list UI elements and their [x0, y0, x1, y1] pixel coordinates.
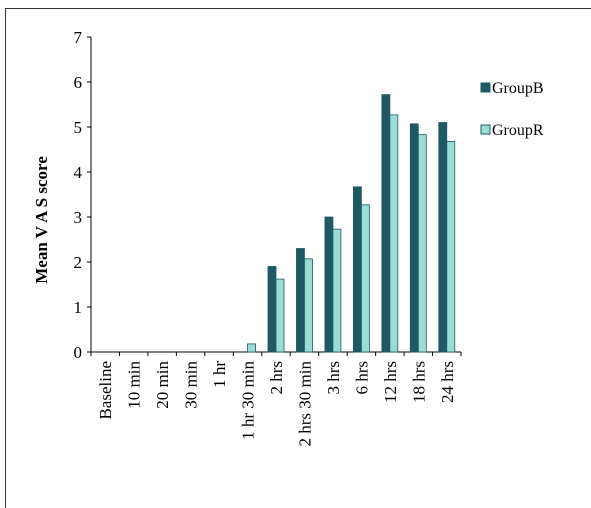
- x-tick-label: 2 hrs 30 min: [295, 361, 314, 447]
- y-tick-label: 5: [74, 118, 83, 137]
- y-tick-label: 3: [74, 208, 83, 227]
- x-tick-label: 18 hrs: [409, 361, 428, 403]
- x-tick-label: 6 hrs: [352, 361, 371, 395]
- bars: [247, 94, 456, 353]
- bar-group-b: [381, 94, 391, 353]
- x-tick-label: 3 hrs: [324, 361, 343, 395]
- x-tick-label: 24 hrs: [438, 361, 457, 403]
- legend-label-group-b: GroupB: [492, 80, 544, 97]
- y-tick-label: 1: [74, 298, 83, 317]
- bar-group-r: [332, 228, 342, 353]
- y-tick-label: 4: [74, 163, 83, 182]
- x-tick-label: Baseline: [96, 361, 115, 420]
- y-tick-label: 2: [74, 253, 83, 272]
- legend-swatch-group-r: [480, 124, 491, 135]
- legend: GroupB GroupR: [480, 80, 544, 139]
- y-tick-label: 0: [74, 343, 83, 362]
- bar-group-b: [267, 266, 277, 353]
- x-tick-label: 1 hr 30 min: [239, 361, 258, 440]
- bar-group-b: [438, 122, 448, 353]
- x-axis: [90, 351, 462, 356]
- bar-group-b: [324, 216, 334, 353]
- x-tick-label: 2 hrs: [267, 361, 286, 395]
- y-tick-label: 6: [74, 73, 83, 92]
- bar-group-r: [304, 258, 313, 353]
- bar-group-b: [296, 248, 305, 353]
- y-axis-label: Mean V A S score: [32, 156, 51, 284]
- x-tick-label: 20 min: [153, 361, 172, 409]
- x-tick-labels: Baseline 10 min 20 min 30 min 1 hr 1 hr 30 mi…: [96, 361, 457, 447]
- y-axis: 0 1 2 3 4 5 6 7: [74, 28, 92, 362]
- bar-group-r: [417, 134, 427, 353]
- bar-group-b: [409, 123, 419, 353]
- bar-group-r: [275, 278, 285, 353]
- x-tick-label: 1 hr: [210, 361, 229, 388]
- legend-label-group-r: GroupR: [492, 122, 544, 139]
- x-tick-label: 30 min: [182, 361, 201, 409]
- y-tick-label: 7: [74, 28, 83, 47]
- legend-swatch-group-b: [480, 82, 491, 93]
- x-tick-label: 10 min: [125, 361, 144, 409]
- bar-group-r: [389, 114, 399, 353]
- x-tick-label: 12 hrs: [381, 361, 400, 403]
- bar-group-r: [360, 204, 370, 353]
- bar-group-b: [352, 186, 362, 353]
- bar-group-r: [247, 343, 256, 353]
- bar-group-r: [446, 140, 456, 353]
